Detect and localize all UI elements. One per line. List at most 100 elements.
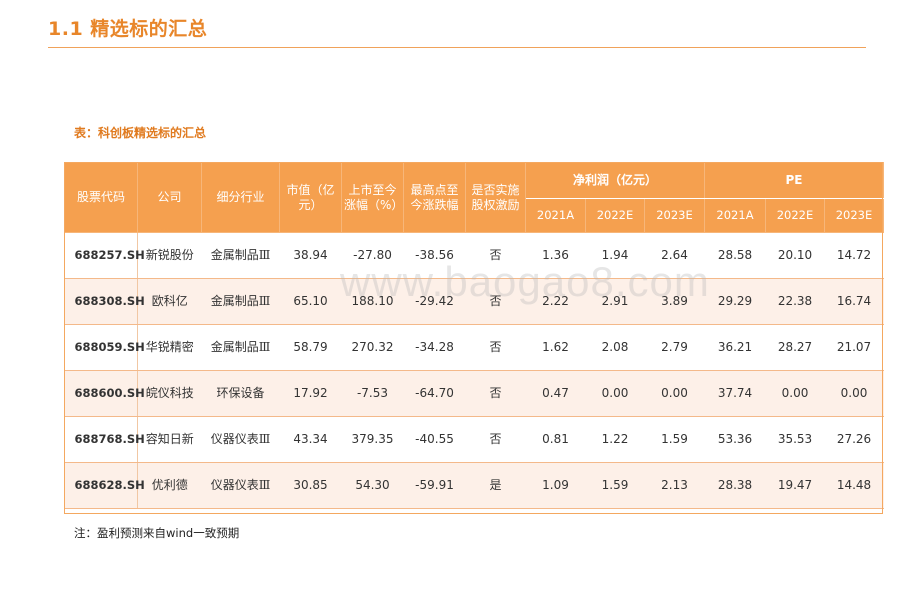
- cell-since-ipo: 54.30: [341, 462, 404, 509]
- cell-market-cap: 43.34: [279, 416, 342, 463]
- table-row: 688059.SH 华锐精密 金属制品Ⅲ 58.79 270.32 -34.28 否 1.62…: [64, 324, 884, 371]
- cell-net-profit-2023e: 0.00: [644, 370, 705, 417]
- cell-pe-2022e: 20.10: [765, 232, 825, 279]
- cell-net-profit-2021a: 2.22: [525, 278, 586, 325]
- cell-net-profit-2021a: 1.62: [525, 324, 586, 371]
- cell-company: 华锐精密: [137, 324, 202, 371]
- cell-net-profit-2022e: 0.00: [585, 370, 645, 417]
- cell-net-profit-2023e: 3.89: [644, 278, 705, 325]
- cell-company: 欧科亿: [137, 278, 202, 325]
- cell-since-ipo: 188.10: [341, 278, 404, 325]
- col-header-industry: 细分行业: [201, 162, 280, 233]
- table-row: 688768.SH 容知日新 仪器仪表Ⅲ 43.34 379.35 -40.55 否 0.81…: [64, 416, 884, 463]
- cell-industry: 金属制品Ⅲ: [201, 324, 280, 371]
- section-title: 1.1 精选标的汇总: [48, 18, 208, 40]
- cell-code: 688768.SH: [64, 416, 145, 463]
- cell-net-profit-2022e: 1.59: [585, 462, 645, 509]
- cell-company: 新锐股份: [137, 232, 202, 279]
- cell-pe-2021a: 36.21: [704, 324, 766, 371]
- col-header-from-high: 最高点至今涨跌幅: [403, 162, 466, 233]
- cell-from-high: -34.28: [403, 324, 466, 371]
- cell-code: 688600.SH: [64, 370, 145, 417]
- cell-industry: 金属制品Ⅲ: [201, 278, 280, 325]
- cell-code: 688308.SH: [64, 278, 145, 325]
- cell-net-profit-2022e: 2.08: [585, 324, 645, 371]
- cell-pe-2022e: 35.53: [765, 416, 825, 463]
- cell-code: 688257.SH: [64, 232, 145, 279]
- cell-market-cap: 30.85: [279, 462, 342, 509]
- cell-net-profit-2022e: 2.91: [585, 278, 645, 325]
- cell-pe-2023e: 0.00: [824, 370, 884, 417]
- cell-net-profit-2023e: 2.64: [644, 232, 705, 279]
- cell-pe-2023e: 14.48: [824, 462, 884, 509]
- cell-market-cap: 65.10: [279, 278, 342, 325]
- col-header-code: 股票代码: [64, 162, 138, 233]
- cell-from-high: -40.55: [403, 416, 466, 463]
- col-header-np-2021a: 2021A: [525, 198, 586, 233]
- col-group-pe: PE: [703, 162, 885, 199]
- cell-pe-2023e: 14.72: [824, 232, 884, 279]
- table-row: 688308.SH 欧科亿 金属制品Ⅲ 65.10 188.10 -29.42 否 2.22 2…: [64, 278, 884, 325]
- cell-pe-2022e: 0.00: [765, 370, 825, 417]
- cell-incentive: 否: [465, 232, 526, 279]
- col-group-net-profit: 净利润（亿元）: [525, 162, 705, 199]
- cell-net-profit-2021a: 1.36: [525, 232, 586, 279]
- cell-net-profit-2021a: 0.47: [525, 370, 586, 417]
- footnote: 注：盈利预测来自wind一致预期: [74, 526, 240, 540]
- cell-pe-2022e: 19.47: [765, 462, 825, 509]
- cell-industry: 环保设备: [201, 370, 280, 417]
- cell-industry: 金属制品Ⅲ: [201, 232, 280, 279]
- cell-net-profit-2022e: 1.94: [585, 232, 645, 279]
- cell-from-high: -59.91: [403, 462, 466, 509]
- cell-code: 688628.SH: [64, 462, 145, 509]
- col-header-pe-2022e: 2022E: [765, 198, 825, 233]
- cell-since-ipo: -7.53: [341, 370, 404, 417]
- col-header-incentive: 是否实施股权激励: [465, 162, 526, 233]
- cell-pe-2021a: 37.74: [704, 370, 766, 417]
- cell-incentive: 否: [465, 324, 526, 371]
- cell-net-profit-2022e: 1.22: [585, 416, 645, 463]
- cell-industry: 仪器仪表Ⅲ: [201, 462, 280, 509]
- cell-from-high: -38.56: [403, 232, 466, 279]
- cell-company: 容知日新: [137, 416, 202, 463]
- cell-market-cap: 38.94: [279, 232, 342, 279]
- cell-industry: 仪器仪表Ⅲ: [201, 416, 280, 463]
- cell-pe-2022e: 28.27: [765, 324, 825, 371]
- cell-net-profit-2023e: 2.13: [644, 462, 705, 509]
- col-header-since-ipo: 上市至今涨幅（%）: [341, 162, 404, 233]
- cell-since-ipo: 270.32: [341, 324, 404, 371]
- cell-market-cap: 58.79: [279, 324, 342, 371]
- cell-since-ipo: 379.35: [341, 416, 404, 463]
- cell-pe-2023e: 16.74: [824, 278, 884, 325]
- cell-incentive: 否: [465, 370, 526, 417]
- cell-from-high: -64.70: [403, 370, 466, 417]
- stock-summary-table: 股票代码 公司 细分行业 市值（亿元） 上市至今涨幅（%） 最高点至今涨跌幅 是…: [64, 162, 885, 509]
- col-header-np-2023e: 2023E: [644, 198, 705, 233]
- cell-pe-2021a: 28.58: [704, 232, 766, 279]
- cell-pe-2022e: 22.38: [765, 278, 825, 325]
- cell-net-profit-2023e: 2.79: [644, 324, 705, 371]
- table-row: 688628.SH 优利德 仪器仪表Ⅲ 30.85 54.30 -59.91 是 1.09 1.…: [64, 462, 884, 509]
- cell-net-profit-2021a: 1.09: [525, 462, 586, 509]
- cell-net-profit-2023e: 1.59: [644, 416, 705, 463]
- cell-incentive: 否: [465, 416, 526, 463]
- col-header-np-2022e: 2022E: [585, 198, 645, 233]
- col-header-company: 公司: [137, 162, 202, 233]
- col-header-pe-2021a: 2021A: [704, 198, 766, 233]
- cell-pe-2021a: 28.38: [704, 462, 766, 509]
- cell-pe-2021a: 53.36: [704, 416, 766, 463]
- cell-company: 皖仪科技: [137, 370, 202, 417]
- cell-company: 优利德: [137, 462, 202, 509]
- cell-code: 688059.SH: [64, 324, 145, 371]
- col-header-pe-2023e: 2023E: [823, 198, 885, 233]
- title-divider: [48, 47, 866, 48]
- table-row: 688600.SH 皖仪科技 环保设备 17.92 -7.53 -64.70 否 0.47 0.…: [64, 370, 884, 417]
- col-header-market-cap: 市值（亿元）: [279, 162, 342, 233]
- cell-incentive: 否: [465, 278, 526, 325]
- table-row: 688257.SH 新锐股份 金属制品Ⅲ 38.94 -27.80 -38.56 否 1.36…: [64, 232, 884, 279]
- cell-pe-2023e: 21.07: [824, 324, 884, 371]
- cell-pe-2021a: 29.29: [704, 278, 766, 325]
- cell-pe-2023e: 27.26: [824, 416, 884, 463]
- table-caption: 表：科创板精选标的汇总: [74, 126, 207, 140]
- cell-incentive: 是: [465, 462, 526, 509]
